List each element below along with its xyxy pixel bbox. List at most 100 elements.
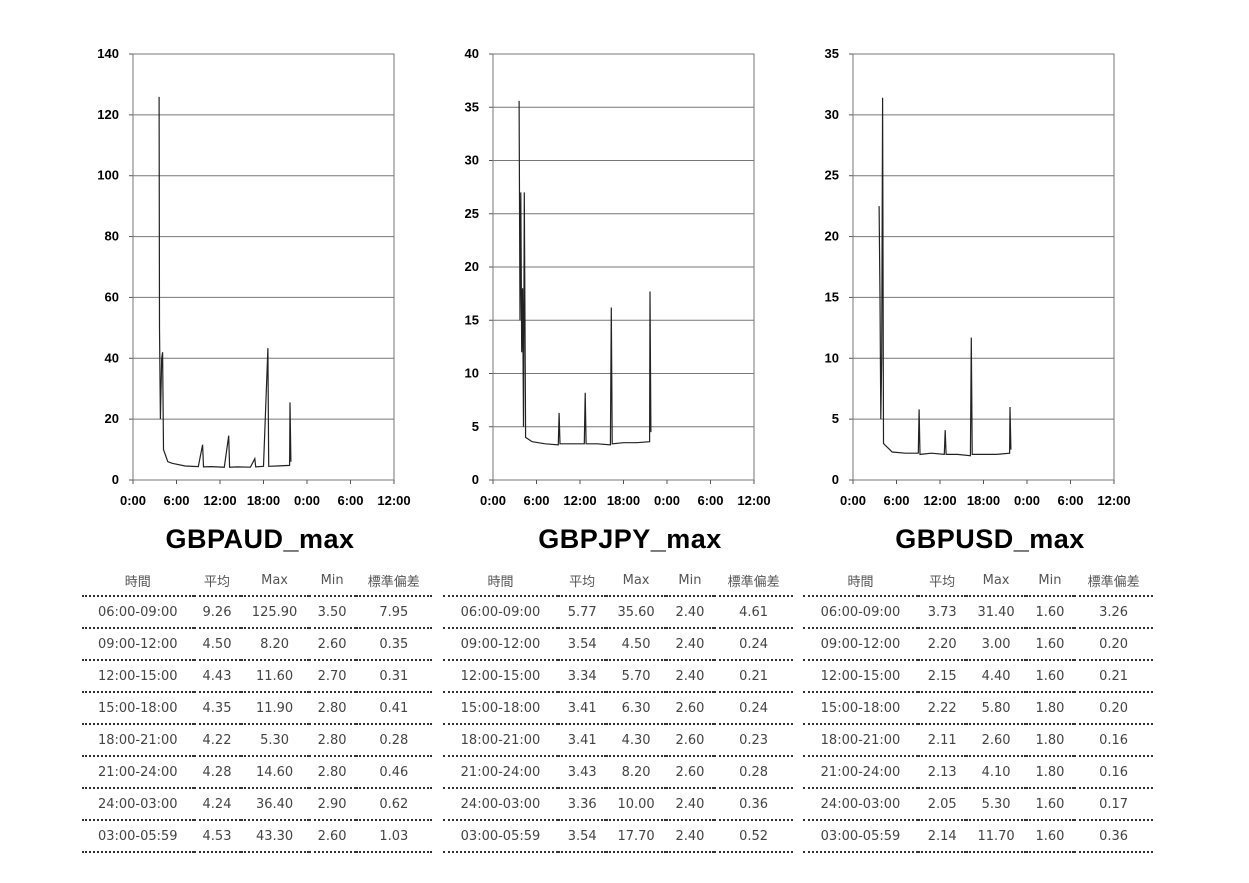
stats-table-gbpusd: 時間 平均 Max Min 標準偏差 06:00-09:00 3.73 31.40 1.60 3.… [803, 565, 1153, 853]
x-tick-label: 0:00 [1014, 493, 1040, 508]
x-tick-label: 0:00 [120, 493, 146, 508]
table-cell: 1.80 [1025, 756, 1075, 789]
plot-frame [852, 53, 1115, 481]
table-cell: 5.70 [606, 660, 666, 693]
column-header: 平均 [557, 565, 607, 597]
y-tick-label: 20 [465, 259, 479, 274]
x-tick-label: 12:00 [203, 493, 236, 508]
y-tick-label: 30 [465, 153, 479, 168]
table-cell: 5.80 [966, 692, 1026, 725]
column-header: Max [606, 565, 666, 597]
table-cell: 11.70 [966, 820, 1026, 853]
table-cell: 15:00-18:00 [82, 692, 194, 725]
series-line [158, 96, 292, 468]
table-cell: 06:00-09:00 [443, 596, 558, 629]
table-cell: 24:00-03:00 [803, 788, 918, 821]
table-cell: 06:00-09:00 [803, 596, 918, 629]
table-row: 06:00-09:00 5.77 35.60 2.40 4.61 [443, 596, 793, 629]
column-header: 平均 [193, 565, 241, 597]
table-row: 21:00-24:00 4.28 14.60 2.80 0.46 [82, 756, 432, 789]
table-cell: 0.52 [714, 820, 793, 853]
table-cell: 21:00-24:00 [443, 756, 558, 789]
chart-panel-gbpaud: 0 20 40 60 80 100 120 140 0:00 6:00 12:00 18:00 0:00… [80, 0, 460, 883]
table-row: 18:00-21:00 3.41 4.30 2.60 0.23 [443, 724, 793, 757]
table-cell: 2.14 [917, 820, 967, 853]
y-tick-label: 35 [465, 99, 479, 114]
x-tick-label: 18:00 [247, 493, 280, 508]
table-cell: 2.90 [308, 788, 356, 821]
y-tick-label: 40 [465, 46, 479, 61]
table-cell: 5.30 [966, 788, 1026, 821]
table-row: 12:00-15:00 2.15 4.40 1.60 0.21 [803, 660, 1153, 693]
column-header: Min [665, 565, 715, 597]
x-tick-label: 6:00 [163, 493, 189, 508]
table-cell: 0.23 [714, 724, 793, 757]
y-tick-label: 25 [825, 168, 839, 183]
table-row: 15:00-18:00 2.22 5.80 1.80 0.20 [803, 692, 1153, 725]
table-cell: 1.80 [1025, 692, 1075, 725]
y-tick-label: 5 [832, 411, 839, 426]
table-header-row: 時間 平均 Max Min 標準偏差 [82, 565, 432, 597]
column-header: 標準偏差 [1074, 565, 1153, 597]
table-cell: 2.20 [917, 628, 967, 661]
table-cell: 2.05 [917, 788, 967, 821]
table-cell: 1.80 [1025, 724, 1075, 757]
x-tick-label: 0:00 [480, 493, 506, 508]
table-cell: 2.40 [665, 788, 715, 821]
table-row: 06:00-09:00 9.26 125.90 3.50 7.95 [82, 596, 432, 629]
chart-gbpaud: 0 20 40 60 80 100 120 140 0:00 6:00 12:00 18:00 0:00… [97, 46, 410, 508]
table-cell: 0.41 [355, 692, 432, 725]
table-cell: 2.22 [917, 692, 967, 725]
table-row: 15:00-18:00 3.41 6.30 2.60 0.24 [443, 692, 793, 725]
table-cell: 8.20 [606, 756, 666, 789]
x-tick-label: 6:00 [883, 493, 909, 508]
table-cell: 2.60 [665, 692, 715, 725]
x-tick-label: 12:00 [563, 493, 596, 508]
x-tick-label: 12:00 [923, 493, 956, 508]
y-tick-label: 100 [97, 168, 119, 183]
table-cell: 12:00-15:00 [82, 660, 194, 693]
table-cell: 18:00-21:00 [82, 724, 194, 757]
table-row: 03:00-05:59 2.14 11.70 1.60 0.36 [803, 820, 1153, 853]
x-tick-label: 6:00 [337, 493, 363, 508]
y-tick-label: 10 [465, 366, 479, 381]
table-cell: 2.13 [917, 756, 967, 789]
table-cell: 2.40 [665, 820, 715, 853]
table-cell: 2.40 [665, 596, 715, 629]
table-cell: 4.22 [193, 724, 241, 757]
table-cell: 4.50 [606, 628, 666, 661]
table-cell: 3.41 [557, 724, 607, 757]
table-row: 18:00-21:00 2.11 2.60 1.80 0.16 [803, 724, 1153, 757]
table-cell: 3.43 [557, 756, 607, 789]
y-tick-label: 80 [105, 229, 119, 244]
x-tick-label: 6:00 [697, 493, 723, 508]
y-tick-label: 5 [472, 419, 479, 434]
y-tick-label: 140 [97, 46, 119, 61]
y-tick-label: 20 [105, 411, 119, 426]
table-cell: 36.40 [240, 788, 309, 821]
y-tick-label: 20 [825, 229, 839, 244]
table-cell: 4.24 [193, 788, 241, 821]
table-cell: 4.10 [966, 756, 1026, 789]
x-tick-label: 0:00 [840, 493, 866, 508]
table-cell: 2.11 [917, 724, 967, 757]
table-cell: 21:00-24:00 [82, 756, 194, 789]
table-row: 15:00-18:00 4.35 11.90 2.80 0.41 [82, 692, 432, 725]
table-cell: 0.21 [714, 660, 793, 693]
table-cell: 2.60 [665, 756, 715, 789]
table-cell: 4.43 [193, 660, 241, 693]
table-cell: 2.60 [308, 820, 356, 853]
column-header: Min [308, 565, 356, 597]
table-row: 24:00-03:00 4.24 36.40 2.90 0.62 [82, 788, 432, 821]
table-row: 09:00-12:00 4.50 8.20 2.60 0.35 [82, 628, 432, 661]
column-header: Max [966, 565, 1026, 597]
column-header: Min [1025, 565, 1075, 597]
y-tick-label: 35 [825, 46, 839, 61]
chart-title: GBPAUD_max [165, 524, 355, 554]
table-header-row: 時間 平均 Max Min 標準偏差 [803, 565, 1153, 597]
chart-gbpjpy: 0 5 10 15 20 25 30 35 40 0:00 6:00 12:00 18:00 0:00 6:… [465, 46, 771, 508]
y-tick-label: 15 [465, 312, 479, 327]
table-cell: 3.34 [557, 660, 607, 693]
table-cell: 3.26 [1074, 596, 1153, 629]
table-cell: 2.15 [917, 660, 967, 693]
